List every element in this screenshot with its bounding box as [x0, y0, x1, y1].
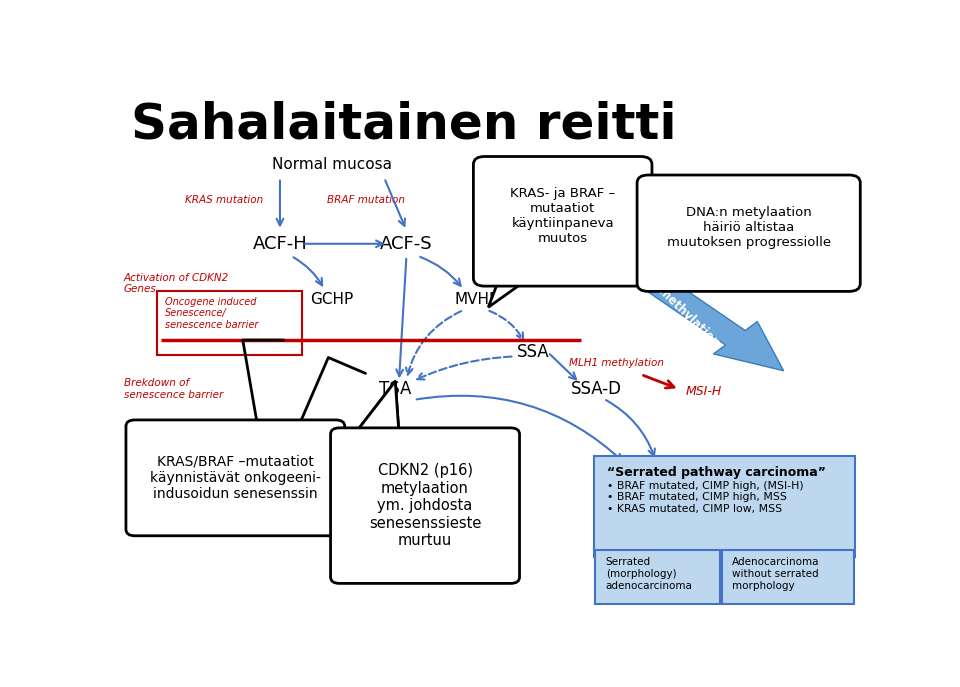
Text: MSI-H: MSI-H [685, 385, 722, 398]
Text: CDKN2 (p16)
metylaation
ym. johdosta
senesenssieste
murtuu: CDKN2 (p16) metylaation ym. johdosta sen… [369, 463, 481, 548]
Text: “Serrated pathway carcinoma”: “Serrated pathway carcinoma” [608, 466, 827, 479]
Text: ACF-H: ACF-H [252, 235, 307, 253]
Text: Oncogene induced
Senescence/
senescence barrier: Oncogene induced Senescence/ senescence … [165, 297, 258, 330]
Text: MVHP: MVHP [455, 292, 499, 307]
Text: Normal mucosa: Normal mucosa [272, 157, 392, 172]
FancyBboxPatch shape [594, 456, 855, 557]
FancyBboxPatch shape [595, 550, 720, 604]
Text: • BRAF mutated, CIMP high, (MSI-H)
• BRAF mutated, CIMP high, MSS
• KRAS mutated: • BRAF mutated, CIMP high, (MSI-H) • BRA… [608, 481, 804, 514]
Polygon shape [538, 202, 783, 371]
Text: Increasing DNA methylation: Increasing DNA methylation [579, 210, 723, 349]
FancyBboxPatch shape [126, 420, 345, 536]
Text: Sahalaitainen reitti: Sahalaitainen reitti [132, 101, 677, 149]
Text: KRAS mutation: KRAS mutation [185, 195, 263, 205]
Text: Brekdown of
senescence barrier: Brekdown of senescence barrier [124, 379, 223, 400]
Text: BRAF mutation: BRAF mutation [326, 195, 404, 205]
Text: Adenocarcinoma
without serrated
morphology: Adenocarcinoma without serrated morpholo… [732, 557, 820, 591]
Text: SSA-D: SSA-D [570, 380, 622, 398]
FancyBboxPatch shape [722, 550, 853, 604]
Text: MLH1 methylation: MLH1 methylation [569, 358, 664, 368]
Text: DNA:n metylaation
häiriö altistaa
muutoksen progressiolle: DNA:n metylaation häiriö altistaa muutok… [666, 206, 830, 249]
FancyBboxPatch shape [473, 157, 652, 286]
Text: ACF-S: ACF-S [380, 235, 433, 253]
Text: Serrated
(morphology)
adenocarcinoma: Serrated (morphology) adenocarcinoma [606, 557, 693, 591]
Text: SSA: SSA [516, 344, 549, 361]
FancyBboxPatch shape [637, 175, 860, 291]
FancyBboxPatch shape [157, 291, 302, 355]
Text: Activation of CDKN2
Genes: Activation of CDKN2 Genes [124, 273, 229, 294]
Text: TSA: TSA [379, 380, 412, 398]
Polygon shape [354, 381, 399, 434]
Text: KRAS- ja BRAF –
mutaatiot
käyntiinpaneva
muutos: KRAS- ja BRAF – mutaatiot käyntiinpaneva… [510, 187, 615, 245]
Polygon shape [489, 278, 529, 307]
Text: GCHP: GCHP [310, 292, 353, 307]
Text: KRAS/BRAF –mutaatiot
käynnistävät onkogeeni-
indusoidun senesenssin: KRAS/BRAF –mutaatiot käynnistävät onkoge… [150, 455, 321, 501]
FancyBboxPatch shape [330, 428, 519, 583]
